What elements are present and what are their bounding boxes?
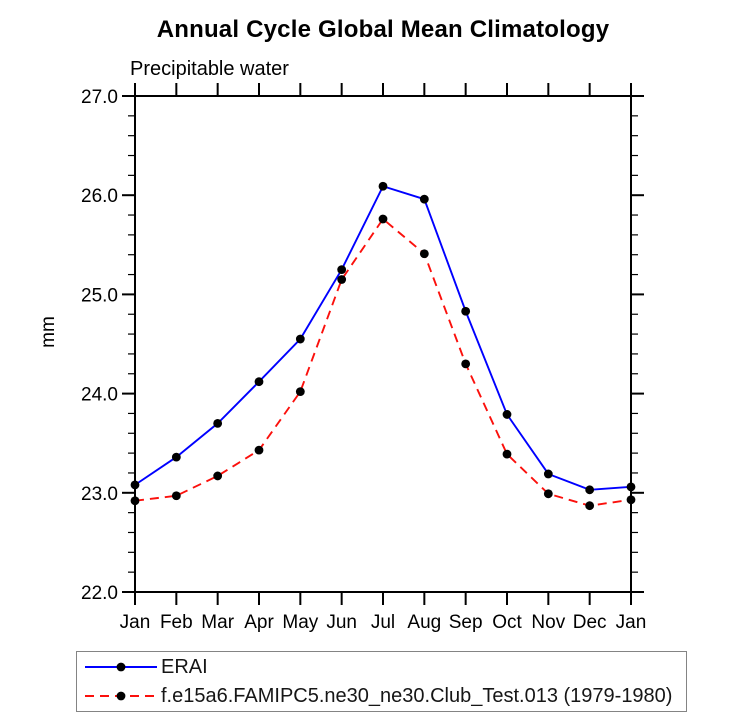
data-point-marker (585, 485, 595, 495)
erai-line-swatch (85, 662, 157, 672)
data-point-marker (378, 214, 388, 224)
y-tick-label: 22.0 (81, 583, 118, 604)
x-tick-label: Apr (244, 612, 274, 633)
series-model-line (134, 217, 632, 507)
x-tick-label: Feb (160, 612, 193, 633)
data-point-marker (626, 482, 636, 492)
series-erai-line (134, 185, 632, 491)
x-tick-label: Jun (326, 612, 357, 633)
legend-label-erai: ERAI (161, 655, 208, 678)
data-point-marker (295, 334, 305, 344)
y-tick-label: 27.0 (81, 87, 118, 108)
x-tick-label: Jul (371, 612, 395, 633)
data-point-marker (130, 496, 140, 506)
y-tick-label: 26.0 (81, 186, 118, 207)
data-point-marker (585, 501, 595, 511)
data-point-marker (626, 495, 636, 505)
data-point-marker (378, 181, 388, 191)
data-point-marker (461, 359, 471, 369)
data-point-marker (254, 377, 264, 387)
data-point-marker (502, 410, 512, 419)
data-point-marker (295, 387, 305, 397)
data-point-marker (419, 194, 429, 204)
data-point-marker (461, 306, 471, 316)
y-tick-label: 25.0 (81, 285, 118, 306)
data-point-marker (337, 265, 347, 274)
x-tick-label: Jan (616, 612, 647, 633)
data-point-marker (543, 489, 553, 499)
data-point-marker (171, 452, 181, 462)
data-point-marker (130, 480, 140, 490)
legend: ERAI f.e15a6.FAMIPC5.ne30_ne30.Club_Test… (76, 651, 687, 712)
data-point-marker (543, 469, 553, 479)
x-tick-label: Sep (449, 612, 483, 633)
legend-item-erai: ERAI (77, 653, 686, 682)
legend-label-model: f.e15a6.FAMIPC5.ne30_ne30.Club_Test.013 … (161, 684, 673, 707)
model-line-swatch (85, 691, 157, 701)
chart-title: Annual Cycle Global Mean Climatology (156, 16, 610, 43)
chart-subtitle: Precipitable water (130, 58, 289, 80)
data-point-marker (254, 445, 264, 455)
x-tick-label: Oct (492, 612, 522, 633)
data-point-marker (213, 471, 223, 481)
y-tick-label: 23.0 (81, 484, 118, 505)
data-point-marker (171, 491, 181, 501)
x-tick-label: Nov (531, 612, 565, 633)
x-tick-label: May (282, 612, 318, 633)
data-point-marker (419, 249, 429, 259)
legend-item-model: f.e15a6.FAMIPC5.ne30_ne30.Club_Test.013 … (77, 682, 686, 711)
data-point-marker (213, 418, 223, 428)
plot-frame (134, 95, 632, 593)
x-tick-label: Aug (407, 612, 441, 633)
data-point-marker (337, 275, 347, 284)
y-tick-label: 24.0 (81, 385, 118, 406)
x-tick-label: Mar (201, 612, 234, 633)
data-point-marker (502, 449, 512, 459)
x-tick-label: Jan (120, 612, 151, 633)
x-tick-label: Dec (573, 612, 607, 633)
